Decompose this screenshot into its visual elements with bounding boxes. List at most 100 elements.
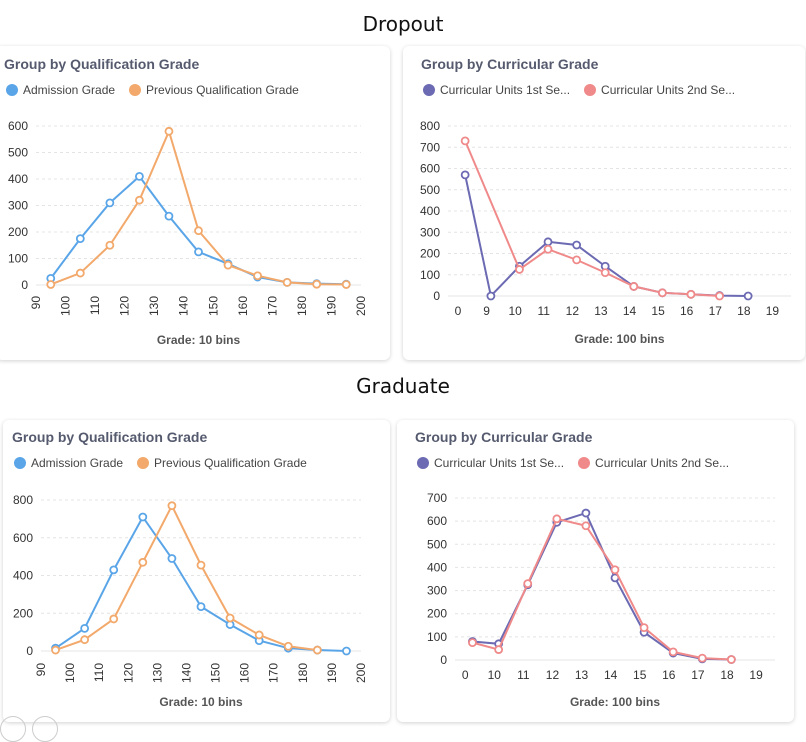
data-point	[254, 630, 264, 640]
legend-dot-icon	[423, 84, 435, 96]
x-tick-label: 100	[63, 663, 77, 683]
data-point	[282, 277, 292, 287]
legend-label: Curricular Units 2nd Se...	[595, 456, 730, 470]
data-point	[600, 268, 610, 278]
x-tick-label: 90	[34, 663, 48, 677]
data-point	[312, 645, 322, 655]
series-line	[472, 517, 732, 661]
data-point	[312, 279, 322, 289]
data-point	[194, 247, 203, 257]
data-point	[109, 565, 119, 575]
x-tick-label: 15	[633, 668, 647, 682]
legend-label: Previous Qualification Grade	[154, 456, 307, 470]
y-tick-label: 600	[427, 514, 447, 528]
x-tick-label: 200	[354, 663, 368, 683]
data-point	[109, 614, 119, 624]
x-tick-label: 11	[517, 668, 530, 682]
x-tick-label: 150	[209, 663, 223, 683]
data-point	[581, 508, 591, 518]
legend-label: Curricular Units 1st Se...	[434, 456, 565, 470]
data-point	[196, 560, 206, 570]
x-tick-label: 130	[150, 663, 164, 683]
data-point	[572, 240, 582, 250]
legend-item-cu2[interactable]: Curricular Units 2nd Se...	[584, 83, 735, 97]
y-tick-label: 300	[427, 584, 447, 598]
legend-dot-icon	[14, 457, 26, 469]
x-tick-label: 180	[295, 296, 309, 316]
chart-title: Group by Curricular Grade	[421, 56, 599, 72]
x-tick-label: 160	[236, 296, 250, 316]
data-point	[75, 268, 85, 278]
chart-card-graduate-curricular: Group by Curricular Grade Curricular Uni…	[397, 420, 794, 722]
y-tick-label: 600	[8, 119, 28, 133]
series-line	[472, 511, 732, 661]
legend-item-cu1[interactable]: Curricular Units 1st Se...	[417, 456, 564, 470]
x-tick-label: 190	[324, 296, 338, 316]
x-tick-label: 120	[118, 296, 132, 316]
legend-item-cu2[interactable]: Curricular Units 2nd Se...	[578, 456, 729, 470]
data-point	[639, 623, 649, 633]
data-point	[167, 501, 177, 511]
x-axis-label: Grade: 100 bins	[574, 332, 664, 346]
data-point	[552, 514, 562, 524]
x-tick-label: 190	[325, 663, 339, 683]
series-line	[464, 174, 749, 299]
x-tick-label: 160	[238, 663, 252, 683]
data-point	[726, 655, 736, 664]
data-point	[486, 291, 496, 301]
chart-legend: Admission Grade Previous Qualification G…	[6, 83, 299, 97]
y-tick-label: 400	[8, 172, 28, 186]
chart-card-dropout-curricular: Group by Curricular Grade Curricular Uni…	[403, 46, 805, 360]
data-point	[610, 565, 620, 575]
data-point	[138, 512, 148, 522]
data-point	[196, 602, 206, 612]
x-tick-label: 16	[662, 668, 676, 682]
legend-label: Admission Grade	[31, 456, 124, 470]
x-tick-label: 15	[651, 304, 665, 318]
toolbar-icons	[0, 716, 58, 742]
y-tick-label: 100	[420, 268, 440, 282]
chart-legend: Curricular Units 1st Se... Curricular Un…	[417, 456, 729, 470]
legend-item-previous[interactable]: Previous Qualification Grade	[137, 456, 307, 470]
legend-item-previous[interactable]: Previous Qualification Grade	[129, 83, 299, 97]
legend-dot-icon	[578, 457, 591, 469]
x-tick-label: 170	[267, 663, 281, 683]
legend-label: Previous Qualification Grade	[146, 83, 299, 97]
zoom-icon[interactable]	[0, 716, 26, 742]
data-point	[572, 255, 582, 265]
data-point	[253, 271, 262, 281]
x-tick-label: 16	[680, 304, 694, 318]
data-point	[46, 280, 56, 289]
data-point	[135, 171, 144, 181]
legend-dot-icon	[417, 457, 429, 469]
data-point	[523, 579, 533, 589]
data-point	[468, 638, 477, 648]
legend-label: Curricular Units 1st Se...	[440, 83, 571, 97]
legend-item-cu1[interactable]: Curricular Units 1st Se...	[423, 83, 570, 97]
x-tick-label: 11	[538, 304, 551, 318]
data-point	[283, 641, 293, 651]
y-tick-label: 0	[26, 644, 33, 658]
y-tick-label: 0	[440, 653, 447, 667]
x-tick-label: 12	[546, 668, 560, 682]
legend-item-admission[interactable]: Admission Grade	[6, 83, 115, 97]
section-title-graduate: Graduate	[356, 374, 450, 398]
y-tick-label: 700	[427, 491, 447, 505]
legend-label: Curricular Units 2nd Se...	[601, 83, 736, 97]
x-tick-label: 100	[59, 296, 73, 316]
y-tick-label: 0	[21, 278, 28, 292]
x-tick-label: 130	[147, 296, 161, 316]
y-tick-label: 200	[13, 606, 33, 620]
y-tick-label: 200	[8, 225, 28, 239]
data-point	[105, 240, 115, 250]
y-tick-label: 600	[13, 531, 33, 545]
y-tick-label: 100	[8, 252, 28, 266]
x-tick-label: 13	[575, 668, 589, 682]
x-tick-label: 140	[177, 296, 191, 316]
y-tick-label: 400	[420, 204, 440, 218]
chart-plot: 0 100 200 300 400 500 600 90 100 110 120 130 140 150 1…	[8, 119, 368, 347]
more-icon[interactable]	[32, 716, 58, 742]
x-tick-label: 14	[623, 304, 637, 318]
x-tick-label: 19	[766, 304, 780, 318]
legend-item-admission[interactable]: Admission Grade	[14, 456, 123, 470]
